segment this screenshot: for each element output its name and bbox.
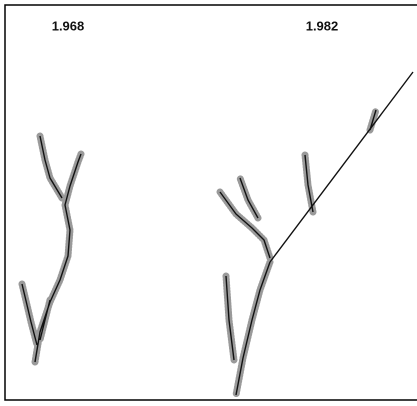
panel-label: 1.968	[52, 18, 85, 33]
cluster-right	[220, 72, 413, 395]
straight-branch	[270, 72, 413, 262]
figure: 1.968 1.982	[0, 0, 417, 406]
panel-label: 1.982	[306, 18, 339, 33]
cluster-left	[22, 136, 81, 362]
